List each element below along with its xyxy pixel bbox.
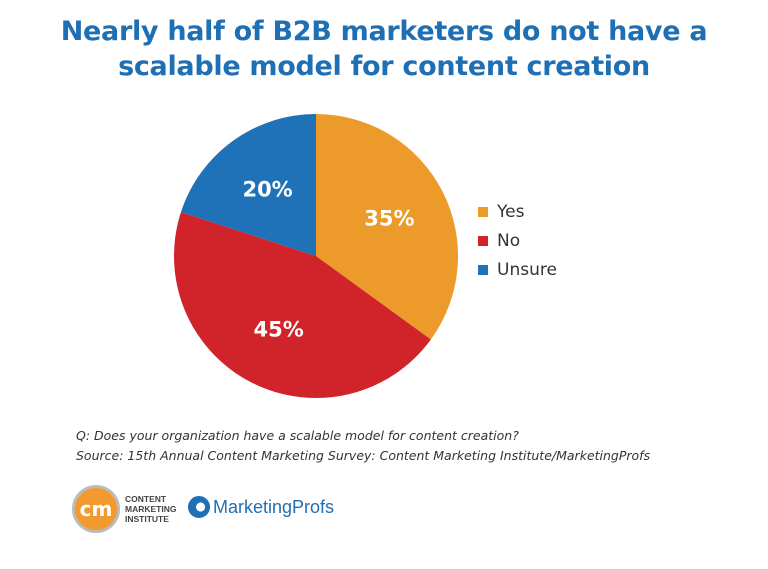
pie-slice-yes — [316, 114, 458, 340]
pie-slice-unsure — [180, 114, 316, 256]
legend-swatch — [478, 236, 488, 246]
cmi-logo-mark: cm — [72, 485, 120, 533]
legend-label: No — [497, 231, 521, 251]
legend-label: Unsure — [497, 260, 557, 280]
marketingprofs-logo-icon — [188, 496, 210, 518]
legend-swatch — [478, 207, 488, 217]
pie-slice-no — [174, 212, 431, 398]
cmi-logo-text: INSTITUTE — [125, 514, 169, 524]
cmi-logo-text: CONTENT — [125, 494, 167, 504]
source-note: Source: 15th Annual Content Marketing Su… — [76, 448, 651, 463]
cmi-logo: cm CONTENT MARKETING INSTITUTE — [72, 485, 176, 533]
chart-title: Nearly half of B2B marketers do not have… — [0, 14, 768, 84]
data-label-unsure: 20% — [242, 177, 292, 201]
marketingprofs-logo-text: MarketingProfs — [213, 496, 335, 517]
legend-item-no: No — [478, 231, 520, 251]
legend-item-yes: Yes — [478, 202, 524, 222]
legend-item-unsure: Unsure — [478, 260, 557, 280]
question-note: Q: Does your organization have a scalabl… — [76, 428, 519, 443]
data-label-yes: 35% — [364, 207, 414, 231]
title-line-2: scalable model for content creation — [118, 51, 650, 82]
marketingprofs-logo: MarketingProfs — [188, 496, 334, 518]
legend-label: Yes — [497, 202, 525, 222]
legend-swatch — [478, 265, 488, 275]
title-line-1: Nearly half of B2B marketers do not have… — [60, 16, 708, 47]
cmi-logo-text: MARKETING — [125, 504, 177, 514]
data-label-no: 45% — [253, 317, 303, 341]
